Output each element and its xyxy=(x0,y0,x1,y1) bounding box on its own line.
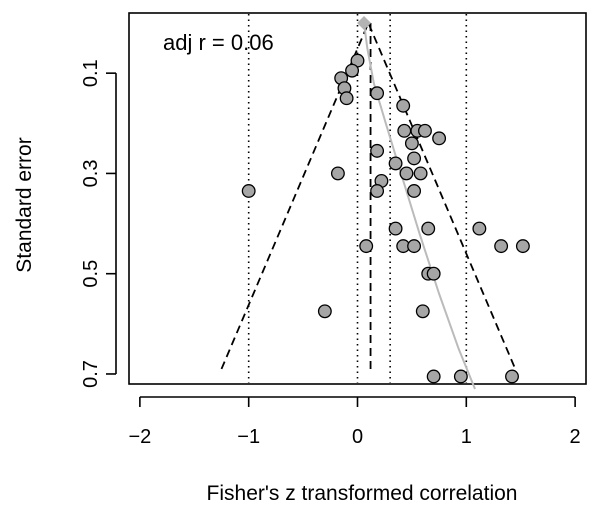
dashed-funnel-boundary xyxy=(220,20,517,370)
y-tick-label: 0.1 xyxy=(80,59,102,87)
study-point xyxy=(370,86,385,101)
x-axis: −2 −1 0 1 2 xyxy=(128,396,581,448)
plot-frame xyxy=(128,12,587,385)
study-point xyxy=(388,221,403,236)
y-tick-label: 0.3 xyxy=(80,160,102,188)
annotation-adj-r: adj r = 0.06 xyxy=(163,30,274,55)
x-tick-label: −2 xyxy=(128,426,151,448)
y-axis: 0.1 0.3 0.5 0.7 xyxy=(80,59,117,388)
data-points xyxy=(241,16,530,384)
study-point xyxy=(370,143,385,158)
x-tick-label: 0 xyxy=(352,426,363,448)
y-axis-title: Standard error xyxy=(13,137,36,272)
study-point xyxy=(515,239,530,254)
study-point xyxy=(432,131,447,146)
study-point xyxy=(426,369,441,384)
study-point xyxy=(494,239,509,254)
study-point xyxy=(413,166,428,181)
study-point xyxy=(345,63,360,78)
study-point xyxy=(472,221,487,236)
study-point xyxy=(407,184,422,198)
y-tick-label: 0.5 xyxy=(80,260,102,288)
study-point xyxy=(359,239,374,254)
study-point xyxy=(397,123,412,138)
study-point xyxy=(339,91,354,106)
study-point xyxy=(421,221,436,236)
study-point xyxy=(388,156,403,171)
study-point xyxy=(418,123,432,138)
x-tick-label: 2 xyxy=(570,426,581,448)
adjusted-estimate-diamond xyxy=(357,16,372,31)
study-point xyxy=(415,304,430,319)
study-point xyxy=(505,369,519,384)
study-point xyxy=(407,239,422,254)
x-tick-label: −1 xyxy=(237,426,260,448)
study-point xyxy=(399,166,414,181)
study-point xyxy=(396,98,411,113)
study-point xyxy=(404,136,419,151)
study-point xyxy=(407,151,422,166)
reference-lines xyxy=(220,14,517,390)
study-point xyxy=(453,369,468,384)
study-point xyxy=(317,304,332,319)
study-point xyxy=(370,184,385,198)
x-tick-label: 1 xyxy=(461,426,472,448)
study-point xyxy=(426,266,441,281)
y-tick-label: 0.7 xyxy=(80,360,102,388)
study-point xyxy=(241,184,256,198)
regression-curve xyxy=(363,22,476,390)
x-axis-title: Fisher's z transformed correlation xyxy=(207,482,518,505)
study-point xyxy=(330,166,345,181)
